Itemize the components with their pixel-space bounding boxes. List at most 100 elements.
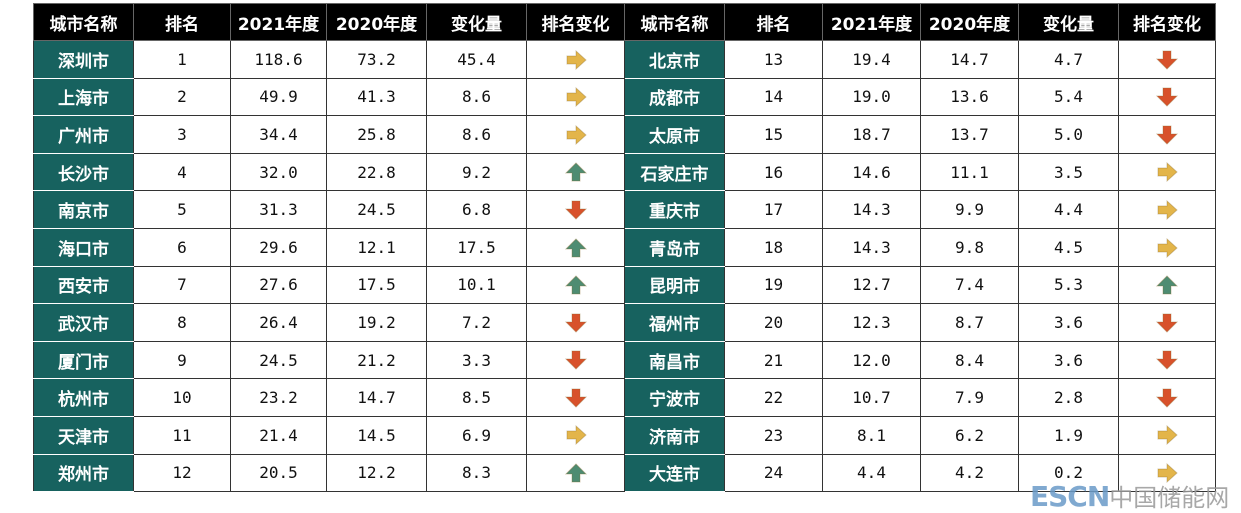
cell-y2021: 14.3: [822, 190, 921, 229]
cell-change: 8.6: [426, 115, 527, 154]
cell-y2020: 14.7: [326, 378, 427, 417]
watermark-logo: ESCN中国储能网: [1030, 478, 1229, 513]
arrow-up-icon: [564, 463, 587, 483]
cell-change: 3.6: [1018, 340, 1119, 380]
column-header: 城市名称: [624, 3, 725, 41]
cell-rank: 7: [133, 265, 231, 305]
rank-change-cell: [1118, 115, 1216, 154]
city-name: 重庆市: [624, 190, 725, 229]
cell-rank: 1: [133, 40, 231, 79]
column-header: 2020年度: [326, 3, 427, 41]
cell-y2021: 12.7: [822, 265, 921, 305]
table-row: 天津市 11 21.4 14.5 6.9 济南市 23 8.1 6.2 1.9: [33, 415, 1216, 455]
arrow-down-icon: [564, 313, 587, 333]
rank-change-cell: [526, 415, 625, 455]
header-row: 城市名称 排名 2021年度 2020年度 变化量 排名变化 城市名称 排名 2021年度 202…: [33, 3, 1216, 41]
arrow-right-icon: [1157, 463, 1178, 484]
cell-y2020: 12.1: [326, 227, 427, 267]
cell-y2021: 19.0: [822, 77, 921, 117]
city-name: 厦门市: [33, 340, 134, 380]
column-header: 排名变化: [1118, 3, 1216, 41]
cell-y2021: 118.6: [230, 40, 327, 79]
rank-change-cell: [526, 453, 625, 493]
rank-change-cell: [526, 40, 625, 79]
cell-y2021: 27.6: [230, 265, 327, 305]
rank-change-cell: [526, 303, 625, 342]
arrow-right-icon: [566, 124, 587, 145]
arrow-down-icon: [1156, 313, 1178, 333]
cell-y2021: 20.5: [230, 453, 327, 493]
rank-change-cell: [1118, 340, 1216, 380]
cell-y2020: 14.7: [920, 40, 1019, 79]
cell-y2021: 12.3: [822, 303, 921, 342]
cell-y2020: 13.7: [920, 115, 1019, 154]
city-name: 济南市: [624, 415, 725, 455]
city-name: 郑州市: [33, 453, 134, 493]
cell-y2020: 7.4: [920, 265, 1019, 305]
cell-y2021: 29.6: [230, 227, 327, 267]
cell-change: 3.5: [1018, 152, 1119, 192]
cell-change: 8.6: [426, 77, 527, 117]
arrow-right-icon: [1157, 237, 1178, 258]
city-name: 大连市: [624, 453, 725, 493]
city-name: 武汉市: [33, 303, 134, 342]
table-row: 厦门市 9 24.5 21.2 3.3 南昌市 21 12.0 8.4 3.6: [33, 340, 1216, 380]
cell-rank: 21: [724, 340, 823, 380]
city-name: 深圳市: [33, 40, 134, 79]
cell-rank: 22: [724, 378, 823, 417]
city-name: 海口市: [33, 227, 134, 267]
rank-change-cell: [1118, 40, 1216, 79]
arrow-down-icon: [1156, 350, 1178, 371]
arrow-down-icon: [564, 200, 587, 220]
cell-y2021: 24.5: [230, 340, 327, 380]
cell-change: 10.1: [426, 265, 527, 305]
table-row: 南京市 5 31.3 24.5 6.8 重庆市 17 14.3 9.9 4.4: [33, 190, 1216, 229]
cell-y2021: 8.1: [822, 415, 921, 455]
arrow-down-icon: [1156, 87, 1178, 107]
cell-y2020: 19.2: [326, 303, 427, 342]
arrow-down-icon: [1156, 388, 1178, 408]
table-row: 广州市 3 34.4 25.8 8.6 太原市 15 18.7 13.7 5.0: [33, 115, 1216, 154]
rank-change-cell: [526, 190, 625, 229]
cell-rank: 11: [133, 415, 231, 455]
column-header: 排名变化: [526, 3, 625, 41]
cell-rank: 16: [724, 152, 823, 192]
cell-y2021: 23.2: [230, 378, 327, 417]
city-name: 太原市: [624, 115, 725, 154]
cell-rank: 15: [724, 115, 823, 154]
cell-y2021: 49.9: [230, 77, 327, 117]
cell-rank: 6: [133, 227, 231, 267]
arrow-down-icon: [564, 350, 587, 371]
cell-y2020: 8.7: [920, 303, 1019, 342]
arrow-down-icon: [1156, 50, 1178, 70]
cell-rank: 3: [133, 115, 231, 154]
cell-y2021: 21.4: [230, 415, 327, 455]
cell-y2020: 7.9: [920, 378, 1019, 417]
watermark-brand: ESCN: [1030, 480, 1110, 513]
cell-y2020: 22.8: [326, 152, 427, 192]
column-header: 2020年度: [920, 3, 1019, 41]
cell-change: 45.4: [426, 40, 527, 79]
cell-rank: 17: [724, 190, 823, 229]
rank-change-cell: [526, 77, 625, 117]
cell-y2021: 26.4: [230, 303, 327, 342]
arrow-up-icon: [564, 275, 587, 295]
cell-y2020: 17.5: [326, 265, 427, 305]
cell-rank: 12: [133, 453, 231, 493]
city-name: 西安市: [33, 265, 134, 305]
cell-y2020: 14.5: [326, 415, 427, 455]
cell-y2021: 31.3: [230, 190, 327, 229]
city-name: 青岛市: [624, 227, 725, 267]
column-header: 排名: [724, 3, 823, 41]
watermark-name: 中国储能网: [1109, 484, 1230, 512]
rank-change-cell: [1118, 152, 1216, 192]
rank-change-cell: [1118, 303, 1216, 342]
column-header: 变化量: [1018, 3, 1119, 41]
table-row: 深圳市 1 118.6 73.2 45.4 北京市 13 19.4 14.7 4.7: [33, 40, 1216, 79]
cell-rank: 14: [724, 77, 823, 117]
rank-change-cell: [1118, 453, 1216, 493]
table-row: 武汉市 8 26.4 19.2 7.2 福州市 20 12.3 8.7 3.6: [33, 303, 1216, 342]
arrow-down-icon: [564, 388, 587, 408]
cell-y2020: 12.2: [326, 453, 427, 493]
table-row: 长沙市 4 32.0 22.8 9.2 石家庄市 16 14.6 11.1 3.5: [33, 152, 1216, 192]
